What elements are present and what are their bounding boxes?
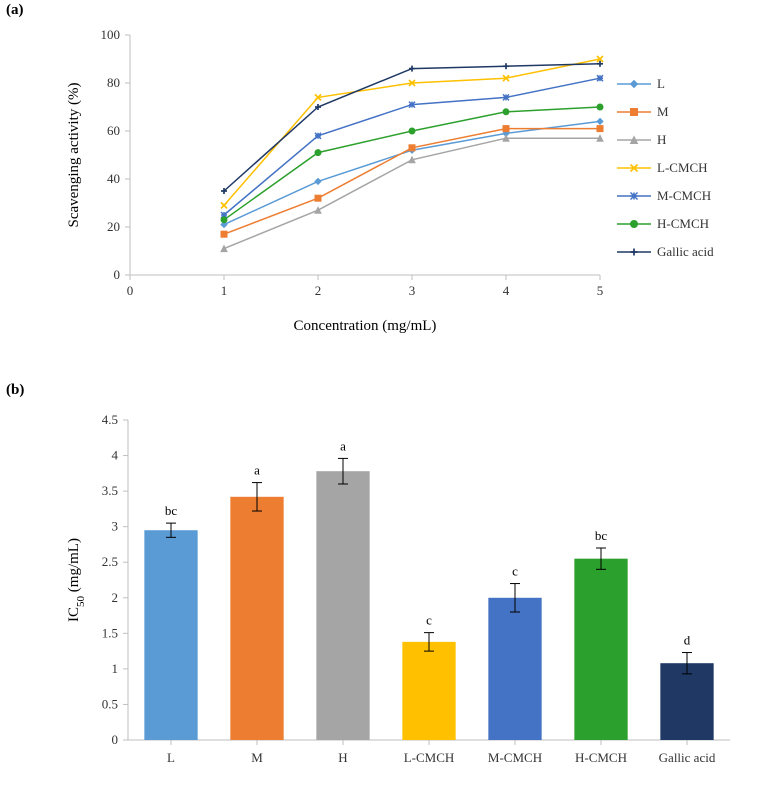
svg-text:3: 3 <box>112 519 119 534</box>
svg-text:H: H <box>338 750 347 765</box>
svg-text:bc: bc <box>165 503 178 518</box>
svg-text:1.5: 1.5 <box>102 625 118 640</box>
legend-label: L <box>657 76 665 92</box>
panel-b-label: (b) <box>6 382 24 399</box>
svg-text:1: 1 <box>112 661 119 676</box>
svg-text:L: L <box>167 750 175 765</box>
svg-text:c: c <box>426 613 432 628</box>
svg-text:0: 0 <box>114 267 121 282</box>
svg-text:L-CMCH: L-CMCH <box>404 750 455 765</box>
svg-text:20: 20 <box>107 219 120 234</box>
legend-item: L-CMCH <box>615 154 714 182</box>
svg-text:2: 2 <box>315 283 322 298</box>
svg-text:3: 3 <box>409 283 416 298</box>
svg-text:4: 4 <box>503 283 510 298</box>
legend-label: H <box>657 132 666 148</box>
svg-text:2.5: 2.5 <box>102 554 118 569</box>
svg-text:4: 4 <box>112 448 119 463</box>
svg-text:a: a <box>254 463 260 478</box>
legend-item: L <box>615 70 714 98</box>
svg-text:M: M <box>251 750 263 765</box>
svg-text:1: 1 <box>221 283 228 298</box>
legend-item: M <box>615 98 714 126</box>
legend-label: Gallic acid <box>657 244 714 260</box>
svg-text:0: 0 <box>112 732 119 747</box>
svg-text:Gallic acid: Gallic acid <box>659 750 716 765</box>
panel-a-chart: 0 20 40 60 80 100 0 1 2 3 4 5 Concentration (mg/mL) S… <box>60 20 620 340</box>
svg-text:3.5: 3.5 <box>102 483 118 498</box>
svg-text:bc: bc <box>595 528 608 543</box>
svg-text:0.5: 0.5 <box>102 696 118 711</box>
svg-text:H-CMCH: H-CMCH <box>575 750 627 765</box>
svg-text:2: 2 <box>112 590 119 605</box>
svg-text:0: 0 <box>127 283 134 298</box>
svg-text:80: 80 <box>107 75 120 90</box>
legend-label: M-CMCH <box>657 188 711 204</box>
svg-text:d: d <box>684 633 691 648</box>
svg-text:4.5: 4.5 <box>102 412 118 427</box>
legend-item: H <box>615 126 714 154</box>
svg-text:Concentration (mg/mL): Concentration (mg/mL) <box>294 318 437 334</box>
legend-item: Gallic acid <box>615 238 714 266</box>
legend-label: H-CMCH <box>657 216 709 232</box>
panel-a-legend: LMH L-CMCH M-CMCH H-CMCH Gallic acid <box>615 70 714 266</box>
legend-label: L-CMCH <box>657 160 708 176</box>
svg-text:Scavenging activity (%): Scavenging activity (%) <box>66 83 82 228</box>
panel-b-chart: 0 0.5 1 1.5 2 2.5 3 3.5 4 4.5 IC50 (mg/mL) bc La Ma Hc… <box>60 410 740 780</box>
svg-text:60: 60 <box>107 123 120 138</box>
svg-text:a: a <box>340 438 346 453</box>
legend-item: M-CMCH <box>615 182 714 210</box>
svg-text:IC50 (mg/mL): IC50 (mg/mL) <box>66 538 87 622</box>
svg-text:100: 100 <box>101 27 121 42</box>
svg-text:40: 40 <box>107 171 120 186</box>
legend-label: M <box>657 104 669 120</box>
legend-item: H-CMCH <box>615 210 714 238</box>
svg-text:c: c <box>512 564 518 579</box>
panel-a-label: (a) <box>6 2 24 19</box>
svg-text:M-CMCH: M-CMCH <box>488 750 542 765</box>
svg-text:5: 5 <box>597 283 604 298</box>
